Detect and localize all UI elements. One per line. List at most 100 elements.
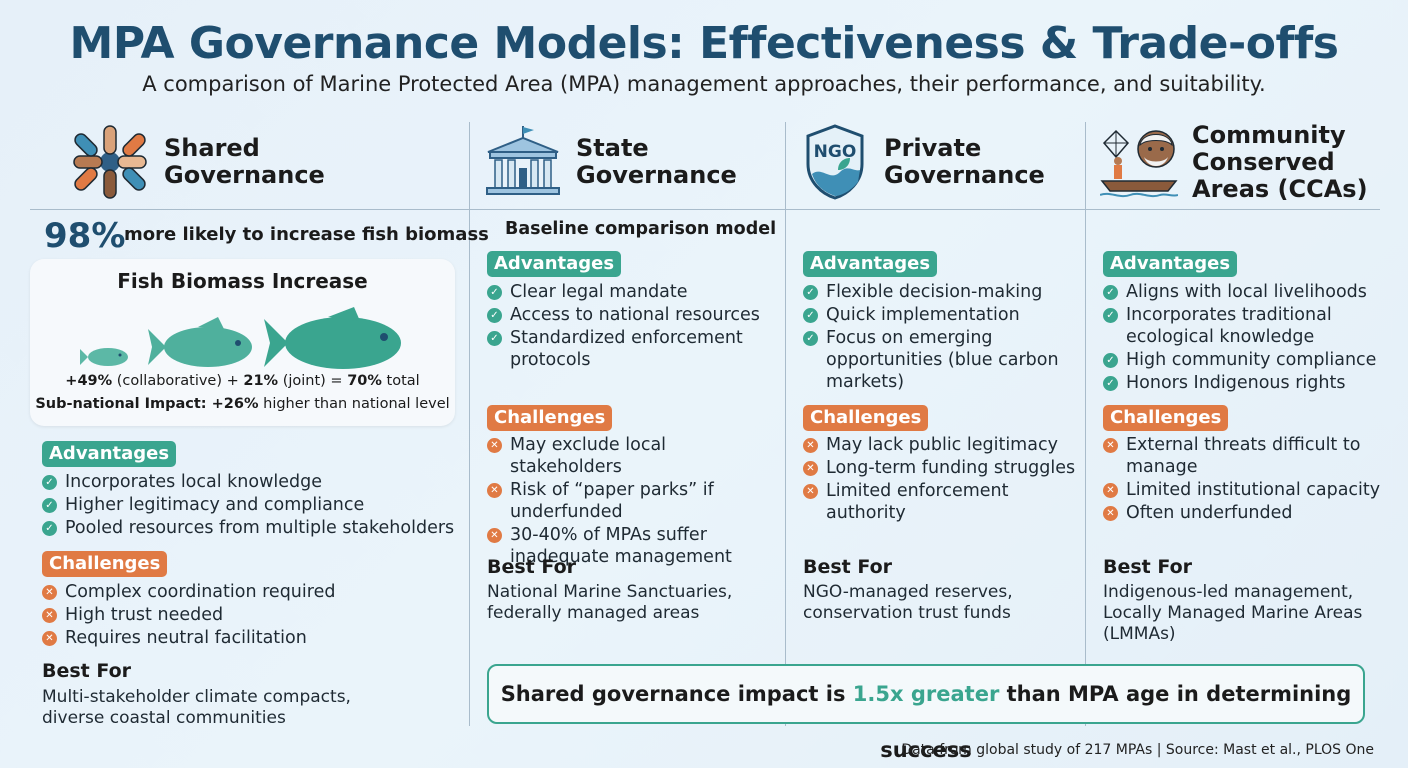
shared-governance-header: Shared Governance	[72, 124, 334, 200]
x-icon: ✕	[487, 438, 502, 453]
challenges-list: ✕ May lack public legitimacy ✕ Long-term f…	[803, 434, 1078, 525]
state-governance-header: State Governance	[484, 124, 746, 200]
list-item: ✓ Quick implementation	[803, 304, 1078, 326]
list-item: ✕ Limited enforcement authority	[803, 480, 1078, 524]
ngo-label: NGO	[813, 142, 857, 162]
header-divider	[30, 209, 1380, 210]
challenges-label: Challenges	[42, 551, 168, 577]
column-divider	[1085, 122, 1086, 726]
list-item: ✓ Flexible decision-making	[803, 281, 1078, 303]
x-icon: ✕	[803, 438, 818, 453]
challenges-label: Challenges	[803, 405, 929, 431]
biomass-breakdown: +49% (collaborative) + 21% (joint) = 70%…	[65, 373, 420, 389]
column-title: State Governance	[576, 134, 737, 189]
challenges-label: Challenges	[487, 405, 613, 431]
list-item: ✕ Requires neutral facilitation	[42, 627, 462, 649]
best-for-text: NGO-managed reserves, conservation trust…	[803, 582, 1013, 623]
check-icon: ✓	[803, 331, 818, 346]
list-item: ✕ Limited institutional capacity	[1103, 479, 1383, 501]
list-item: ✓ High community compliance	[1103, 349, 1383, 371]
advantages-label: Advantages	[803, 251, 938, 277]
list-item: ✓ Clear legal mandate	[487, 281, 782, 303]
fish-biomass-title: Fish Biomass Increase	[117, 269, 368, 293]
best-for-label: Best For	[487, 556, 577, 578]
x-icon: ✕	[487, 483, 502, 498]
check-icon: ✓	[803, 308, 818, 323]
check-icon: ✓	[42, 498, 57, 513]
list-item: ✕ 30-40% of MPAs suffer inadequate manage…	[487, 524, 782, 568]
baseline-note: Baseline comparison model	[505, 219, 777, 239]
medium-fish-icon	[148, 317, 252, 367]
biomass-stat-text: more likely to increase fish biomass	[124, 224, 489, 245]
list-item: ✓ Higher legitimacy and compliance	[42, 494, 462, 516]
challenges-label: Challenges	[1103, 405, 1229, 431]
list-item: ✕ High trust needed	[42, 604, 462, 626]
column-title: Community Conserved Areas (CCAs)	[1192, 121, 1368, 203]
column-divider	[785, 122, 786, 726]
advantages-label: Advantages	[42, 441, 177, 467]
check-icon: ✓	[42, 475, 57, 490]
advantages-list: ✓ Aligns with local livelihoods ✓ Incorpor…	[1103, 281, 1383, 395]
advantages-list: ✓ Clear legal mandate ✓ Access to national…	[487, 281, 782, 372]
best-for-text: National Marine Sanctuaries, federally m…	[487, 582, 733, 623]
column-divider	[469, 122, 470, 726]
private-governance-header: NGO Private Governance	[804, 124, 1054, 200]
list-item: ✓ Standardized enforcement protocols	[487, 327, 782, 371]
check-icon: ✓	[1103, 308, 1118, 323]
x-icon: ✕	[42, 631, 57, 646]
ngo-shield-icon: NGO	[804, 124, 866, 200]
column-title: Shared Governance	[164, 134, 325, 189]
best-for-text: Multi-stakeholder climate compacts, dive…	[42, 687, 351, 728]
x-icon: ✕	[803, 461, 818, 476]
check-icon: ✓	[1103, 285, 1118, 300]
list-item: ✕ May lack public legitimacy	[803, 434, 1078, 456]
best-for-text: Indigenous-led management, Locally Manag…	[1103, 582, 1363, 644]
list-item: ✕ Often underfunded	[1103, 502, 1383, 524]
challenges-list: ✕ External threats difficult to manage ✕ L…	[1103, 434, 1383, 525]
fish-growth-graphic	[80, 307, 401, 369]
government-building-icon	[484, 124, 562, 200]
challenges-list: ✕ Complex coordination required ✕ High tru…	[42, 581, 462, 650]
column-title: Private Governance	[884, 134, 1045, 189]
check-icon: ✓	[487, 331, 502, 346]
x-icon: ✕	[42, 608, 57, 623]
page-title: MPA Governance Models: Effectiveness & T…	[69, 18, 1339, 69]
source-note: Data from global study of 217 MPAs | Sou…	[901, 742, 1374, 758]
list-item: ✕ External threats difficult to manage	[1103, 434, 1383, 478]
list-item: ✕ Risk of “paper parks” if underfunded	[487, 479, 782, 523]
check-icon: ✓	[1103, 353, 1118, 368]
page-subtitle: A comparison of Marine Protected Area (M…	[142, 72, 1266, 96]
x-icon: ✕	[487, 528, 502, 543]
best-for-label: Best For	[1103, 556, 1193, 578]
list-item: ✓ Aligns with local livelihoods	[1103, 281, 1383, 303]
advantages-label: Advantages	[487, 251, 622, 277]
check-icon: ✓	[1103, 376, 1118, 391]
list-item: ✓ Focus on emerging opportunities (blue c…	[803, 327, 1078, 393]
check-icon: ✓	[42, 521, 57, 536]
small-fish-icon	[80, 348, 128, 366]
check-icon: ✓	[487, 285, 502, 300]
list-item: ✕ Complex coordination required	[42, 581, 462, 603]
community-governance-header: Community Conserved Areas (CCAs)	[1099, 121, 1382, 203]
x-icon: ✕	[42, 585, 57, 600]
x-icon: ✕	[1103, 506, 1118, 521]
list-item: ✓ Honors Indigenous rights	[1103, 372, 1383, 394]
list-item: ✕ May exclude local stakeholders	[487, 434, 782, 478]
check-icon: ✓	[487, 308, 502, 323]
subnational-impact: Sub-national Impact: +26% higher than na…	[35, 396, 450, 412]
list-item: ✓ Pooled resources from multiple stakehol…	[42, 517, 462, 539]
biomass-stat-value: 98%	[44, 216, 126, 256]
advantages-list: ✓ Incorporates local knowledge ✓ Higher le…	[42, 471, 462, 540]
key-finding-callout: Shared governance impact is 1.5x greater…	[487, 664, 1365, 762]
list-item: ✕ Long-term funding struggles	[803, 457, 1078, 479]
advantages-list: ✓ Flexible decision-making ✓ Quick impleme…	[803, 281, 1078, 394]
advantages-label: Advantages	[1103, 251, 1238, 277]
best-for-label: Best For	[42, 660, 132, 682]
list-item: ✓ Access to national resources	[487, 304, 782, 326]
list-item: ✓ Incorporates traditional ecological kno…	[1103, 304, 1383, 348]
fish-biomass-card: Fish Biomass Increase +49% (collaborativ…	[30, 259, 455, 426]
large-fish-icon	[264, 307, 401, 369]
best-for-label: Best For	[803, 556, 893, 578]
x-icon: ✕	[803, 484, 818, 499]
x-icon: ✕	[1103, 438, 1118, 453]
